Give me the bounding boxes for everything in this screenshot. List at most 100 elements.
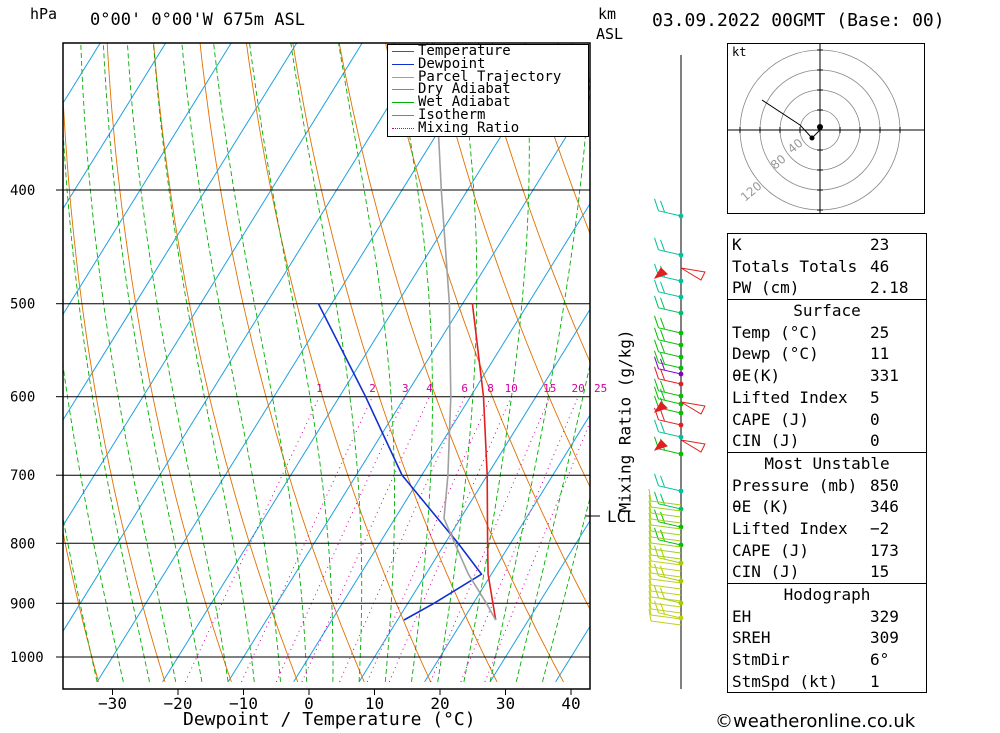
surface-section: Surface Temp (°C) 25 Dewp (°C) 11 θE(K) 331… bbox=[728, 299, 926, 452]
stability-indices-table: K 23 Totals Totals 46 PW (cm) 2.18 Surface … bbox=[727, 233, 927, 694]
wind-barb-flag bbox=[648, 554, 652, 568]
wind-barb-flag bbox=[660, 421, 665, 433]
wind-barb-flag bbox=[654, 600, 659, 613]
stat-value: 329 bbox=[870, 606, 899, 626]
wind-barb-flag bbox=[648, 536, 652, 550]
wind-barb-flag bbox=[660, 409, 665, 421]
legend-item: Temperature bbox=[388, 44, 588, 58]
wind-barb bbox=[650, 524, 682, 530]
stat-label: StmSpd (kt) bbox=[732, 671, 838, 691]
dry-adiabat-line bbox=[292, 43, 498, 683]
wet-adiabat-line bbox=[80, 43, 177, 682]
wind-barb-pennant bbox=[653, 267, 668, 279]
legend-label: Parcel Trajectory bbox=[418, 68, 562, 85]
wind-barb bbox=[650, 530, 682, 536]
legend-swatch bbox=[392, 76, 414, 78]
wind-barb-flag bbox=[654, 295, 659, 308]
wind-barb bbox=[658, 485, 682, 492]
mixing-ratio-labels: 1 2 3 4 6 8 10 15 20 25 bbox=[316, 382, 607, 395]
isotherm-line bbox=[424, 414, 590, 683]
wind-barb bbox=[650, 542, 682, 548]
wind-barb bbox=[650, 566, 682, 572]
wind-barb-flag bbox=[654, 327, 659, 340]
wind-barb-pennant bbox=[680, 401, 706, 415]
isotherm-line bbox=[63, 43, 429, 633]
lcl-label: LCL bbox=[607, 507, 636, 526]
stat-label: θE(K) bbox=[732, 366, 781, 386]
y-tick-label: 800 bbox=[10, 536, 35, 552]
wind-barb-flag bbox=[660, 341, 665, 353]
wind-barb-flag bbox=[648, 542, 652, 556]
wind-barb bbox=[650, 518, 682, 524]
hodograph: 40 80 120 bbox=[727, 43, 925, 214]
stat-label: CAPE (J) bbox=[732, 409, 810, 429]
wind-barb-flag bbox=[648, 548, 652, 562]
mixing-ratio-line bbox=[460, 396, 579, 683]
wind-barb bbox=[650, 584, 682, 590]
wind-barb-flag bbox=[660, 281, 665, 293]
wind-barb bbox=[658, 378, 682, 385]
hodograph-ring-label: 80 bbox=[768, 152, 789, 173]
wind-barb bbox=[658, 557, 682, 564]
stat-row: CAPE (J) 0 bbox=[728, 409, 926, 431]
mixing-ratio-axis-label: Mixing Ratio (g/kg) bbox=[615, 329, 635, 513]
mixing-ratio-line bbox=[484, 420, 590, 683]
stat-value: 850 bbox=[870, 475, 899, 495]
wind-barb bbox=[658, 575, 682, 582]
mixing-ratio-line bbox=[339, 396, 466, 683]
wind-barb bbox=[658, 249, 682, 256]
wind-barb bbox=[658, 275, 682, 282]
stat-row: Temp (°C) 25 bbox=[728, 322, 926, 344]
stat-label: StmDir bbox=[732, 650, 790, 670]
wind-barb bbox=[658, 351, 682, 358]
stat-label: Temp (°C) bbox=[732, 322, 819, 342]
section-title: Surface bbox=[793, 301, 861, 321]
mixing-ratio-label: 10 bbox=[505, 382, 518, 395]
wind-barb-flag bbox=[648, 560, 652, 574]
index-label: PW (cm) bbox=[732, 278, 800, 298]
wet-adiabat-line bbox=[63, 362, 124, 682]
dry-adiabat-line bbox=[431, 43, 590, 488]
wind-barb bbox=[650, 548, 682, 554]
wind-barb bbox=[658, 503, 682, 510]
wet-adiabat-line bbox=[489, 61, 590, 682]
wind-barb-flag bbox=[660, 475, 665, 487]
section-title: Hodograph bbox=[783, 585, 871, 604]
stat-value: 0 bbox=[870, 431, 880, 451]
wind-barb bbox=[650, 596, 682, 602]
mixing-ratio-label: 2 bbox=[369, 382, 376, 395]
wind-barb bbox=[650, 560, 682, 566]
wind-barb-flag bbox=[654, 198, 659, 211]
stat-row: EH 329 bbox=[728, 606, 926, 628]
wind-barb bbox=[658, 291, 682, 298]
wind-barb-flag bbox=[660, 587, 665, 599]
wind-barb-flag bbox=[648, 566, 652, 580]
wind-barb-flag bbox=[654, 378, 659, 391]
wind-barb-flag bbox=[648, 602, 652, 616]
stat-value: 0 bbox=[870, 409, 880, 429]
isobar-lines bbox=[63, 189, 590, 658]
x-tick-label: −10 bbox=[229, 694, 258, 713]
copyright-link[interactable]: ©weatheronline.co.uk bbox=[715, 711, 916, 732]
wind-barb bbox=[650, 506, 682, 512]
km-unit-label: km bbox=[598, 5, 617, 23]
wind-barb-flag bbox=[654, 279, 659, 292]
index-label: K bbox=[732, 235, 742, 254]
stat-label: SREH bbox=[732, 628, 771, 648]
wind-barb-pennant bbox=[680, 439, 706, 453]
wind-barb-flag bbox=[648, 590, 652, 604]
wet-adiabat-line bbox=[393, 43, 433, 682]
indices-section: K 23 Totals Totals 46 PW (cm) 2.18 bbox=[728, 234, 926, 299]
stat-label: CAPE (J) bbox=[732, 540, 810, 560]
dry-adiabat-line bbox=[63, 88, 166, 683]
isotherm-line bbox=[358, 308, 590, 683]
asl-unit-label: ASL bbox=[596, 25, 624, 43]
wet-adiabat-line bbox=[102, 43, 203, 682]
section-title: Most Unstable bbox=[764, 453, 890, 473]
parcel-trajectory bbox=[433, 43, 497, 621]
wind-barb-flag bbox=[660, 239, 665, 251]
wind-barb-flag bbox=[654, 356, 659, 369]
wind-barb bbox=[650, 572, 682, 578]
